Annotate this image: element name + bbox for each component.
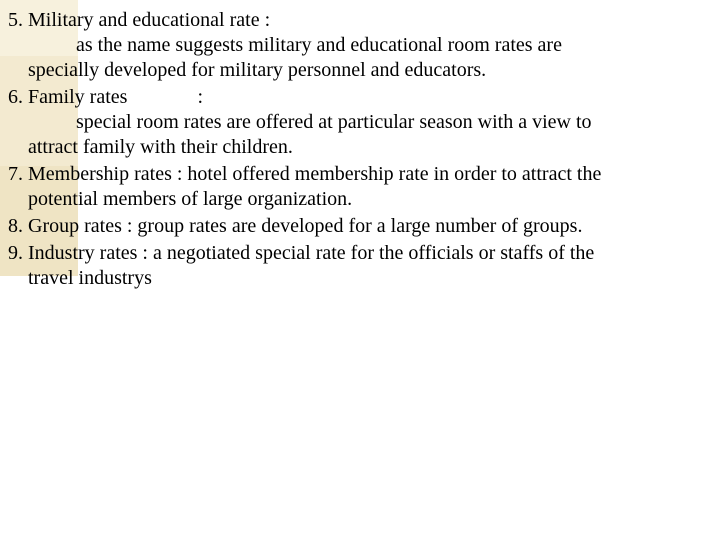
item-inline-desc: group rates are developed for a large nu… <box>137 215 582 237</box>
item-title: Family rates <box>28 86 127 108</box>
item-title: Membership rates <box>28 163 172 185</box>
item-inline-desc: a negotiated special rate for the offici… <box>153 242 594 264</box>
item-title: Military and educational rate <box>28 9 260 31</box>
item-desc-line: specially developed for military personn… <box>28 59 486 81</box>
list-item: 6. Family rates : special room rates are… <box>8 85 714 160</box>
item-title: Group rates <box>28 215 122 237</box>
item-number: 5. <box>8 9 23 31</box>
item-desc-block: potential members of large organization. <box>8 187 714 212</box>
item-colon: : <box>265 9 271 31</box>
item-number: 7. <box>8 163 23 185</box>
item-title: Industry rates <box>28 242 137 264</box>
item-desc-line: potential members of large organization. <box>28 188 352 210</box>
background-band <box>0 276 78 540</box>
item-number: 8. <box>8 215 23 237</box>
item-desc-line: travel industrys <box>28 267 152 289</box>
item-desc-line: special room rates are offered at partic… <box>76 111 592 133</box>
item-colon: : <box>197 86 203 108</box>
item-colon: : <box>127 215 133 237</box>
item-desc-line: as the name suggests military and educat… <box>76 34 562 56</box>
list-item: 5. Military and educational rate : as th… <box>8 8 714 83</box>
item-colon: : <box>142 242 148 264</box>
item-inline-desc: hotel offered membership rate in order t… <box>187 163 601 185</box>
list-item: 9. Industry rates : a negotiated special… <box>8 241 714 291</box>
list-item: 7. Membership rates : hotel offered memb… <box>8 162 714 212</box>
item-desc-block: special room rates are offered at partic… <box>8 110 714 160</box>
slide-content: 5. Military and educational rate : as th… <box>0 0 720 291</box>
list-item: 8. Group rates : group rates are develop… <box>8 214 714 239</box>
item-number: 9. <box>8 242 23 264</box>
item-desc-line: attract family with their children. <box>28 136 293 158</box>
item-desc-block: travel industrys <box>8 266 714 291</box>
item-number: 6. <box>8 86 23 108</box>
item-colon: : <box>177 163 183 185</box>
item-desc-block: as the name suggests military and educat… <box>8 33 714 83</box>
item-colon-gap <box>132 86 192 108</box>
